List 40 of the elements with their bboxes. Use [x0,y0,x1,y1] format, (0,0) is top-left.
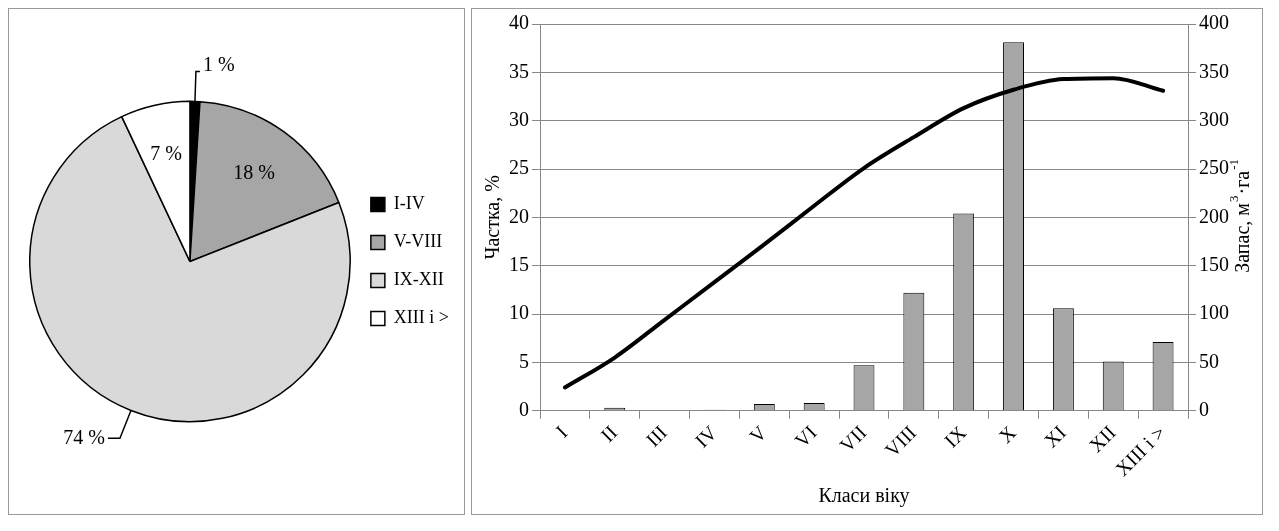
y-tick-label: 30 [509,107,529,130]
data-label: 1 % [202,52,235,75]
y2-tick-label: 100 [1199,301,1229,324]
x-tick-label: VI [790,421,821,452]
y-tick-label: 10 [509,301,529,324]
y-tick-label: 40 [509,11,529,34]
legend-label: IX-XII [393,269,444,290]
y-tick-label: 25 [509,156,529,179]
x-axis-title: Класи віку [818,484,910,508]
x-tick-label: I [551,421,572,442]
y-tick-label: 35 [509,59,529,82]
legend-label: V-VIII [393,231,443,252]
y-tick-label: 15 [509,252,529,275]
x-tick-label: IX [939,420,971,452]
x-tick-label: II [596,421,622,447]
x-tick-label: III [641,421,672,451]
y2-tick-label: 200 [1199,204,1229,227]
x-tick-label: XII [1084,421,1120,457]
y2-tick-label: 50 [1199,349,1219,372]
y-tick-label: 5 [519,349,529,372]
x-tick-label: VIII [880,421,921,462]
data-label: 74 % [63,425,105,448]
legend-label: XIII і > [393,307,450,328]
y2-tick-label: 0 [1199,397,1209,420]
y-tick-label: 0 [519,397,529,420]
y2-tick-label: 300 [1199,107,1229,130]
data-label: 7 % [150,142,183,165]
x-tick-label: VII [835,421,871,457]
y2-tick-label: 400 [1199,11,1229,34]
x-tick-label: XI [1039,421,1070,452]
y2-tick-label: 350 [1199,59,1229,82]
data-label: 18 % [233,160,275,183]
y-axis-title: Частка, % [481,175,504,260]
y-tick-label: 20 [509,204,529,227]
y2-tick-label: 150 [1199,252,1229,275]
y2-tick-label: 250 [1199,156,1229,179]
x-tick-label: IV [690,420,722,452]
legend-label: I-IV [393,193,425,214]
x-tick-label: X [994,420,1021,447]
x-tick-label: V [745,420,772,447]
